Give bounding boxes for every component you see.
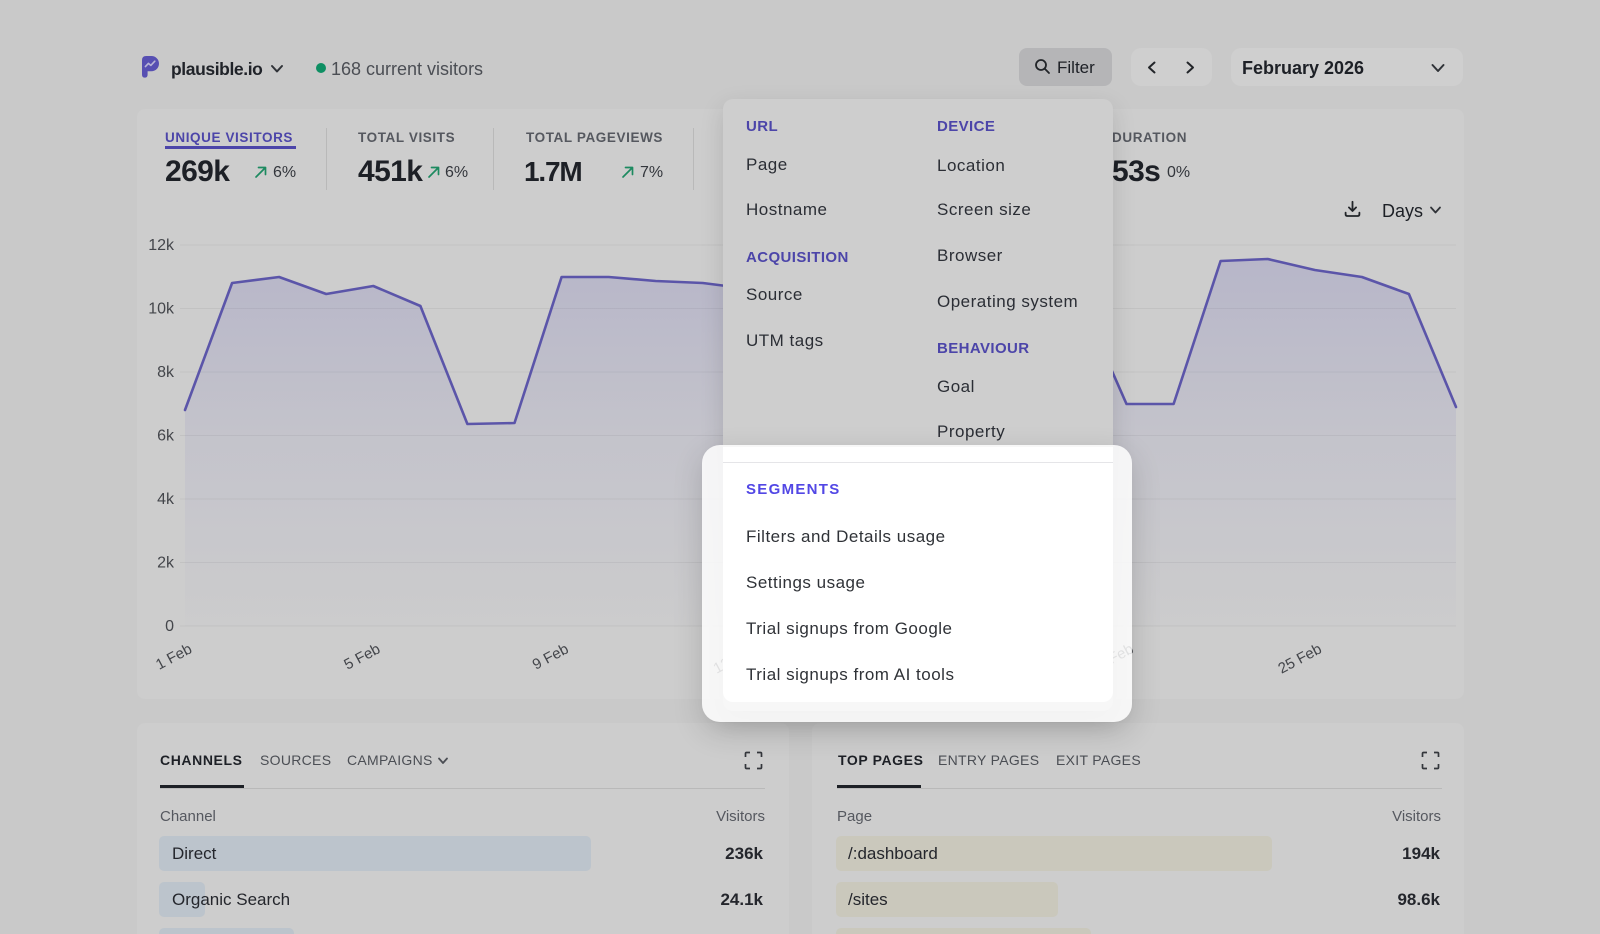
svg-text:10k: 10k: [148, 301, 175, 318]
svg-text:1 Feb: 1 Feb: [153, 641, 195, 674]
svg-text:25 Feb: 25 Feb: [1275, 641, 1324, 678]
svg-text:12k: 12k: [148, 237, 175, 254]
svg-text:6k: 6k: [157, 428, 175, 445]
svg-text:5 Feb: 5 Feb: [341, 641, 383, 674]
svg-text:9 Feb: 9 Feb: [530, 641, 572, 674]
svg-text:0: 0: [165, 618, 174, 635]
svg-text:8k: 8k: [157, 364, 175, 381]
svg-text:2k: 2k: [157, 555, 175, 572]
svg-text:4k: 4k: [157, 491, 175, 508]
